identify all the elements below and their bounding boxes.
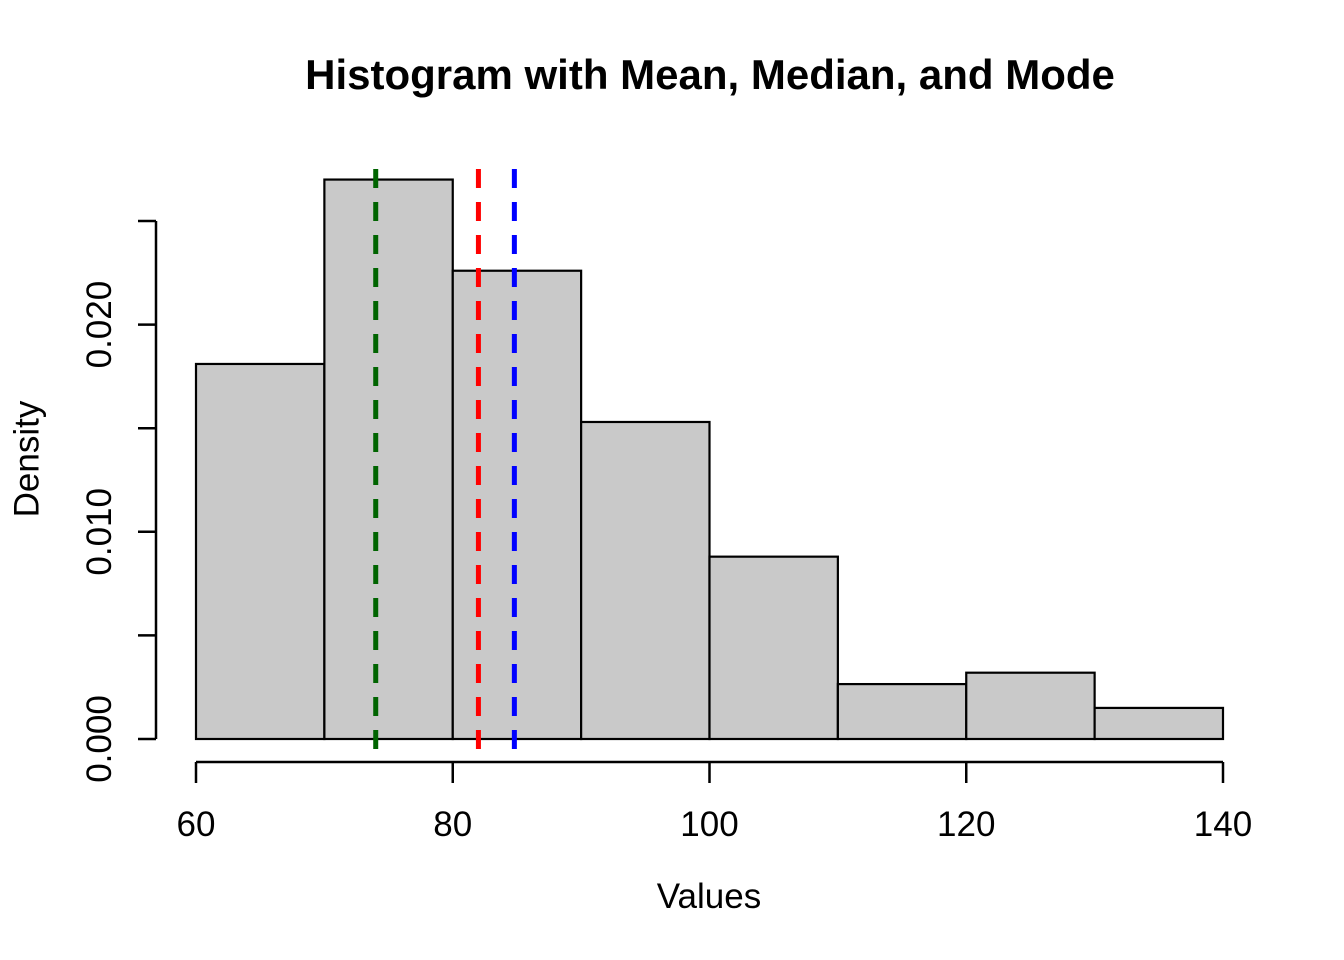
histogram-bar-70-80 (323, 178, 454, 741)
histogram-bar-120-130 (965, 671, 1096, 741)
histogram-bar-90-100 (580, 420, 711, 741)
x-tick-label: 100 (680, 805, 738, 844)
histogram-bars (194, 178, 1225, 741)
x-tick-label: 60 (177, 805, 216, 844)
x-tick-label: 80 (433, 805, 472, 844)
histogram-bar-100-110 (708, 555, 839, 741)
y-tick-label: 0.010 (80, 488, 119, 576)
histogram-bar-110-120 (836, 682, 968, 741)
histogram-bar-130-140 (1093, 706, 1225, 741)
chart-title: Histogram with Mean, Median, and Mode (305, 51, 1115, 98)
x-tick-label: 120 (937, 805, 995, 844)
x-tick-label: 140 (1194, 805, 1252, 844)
y-tick-label: 0.020 (80, 281, 119, 369)
y-tick-label: 0.000 (80, 695, 119, 783)
y-axis-title: Density (7, 400, 47, 518)
axes: 0.000 0.010 0.020 60 80 100 120 140 (80, 219, 1252, 844)
histogram-bar-60-70 (194, 362, 326, 741)
x-axis-title: Values (656, 877, 762, 916)
histogram-bar-80-90 (451, 269, 583, 741)
